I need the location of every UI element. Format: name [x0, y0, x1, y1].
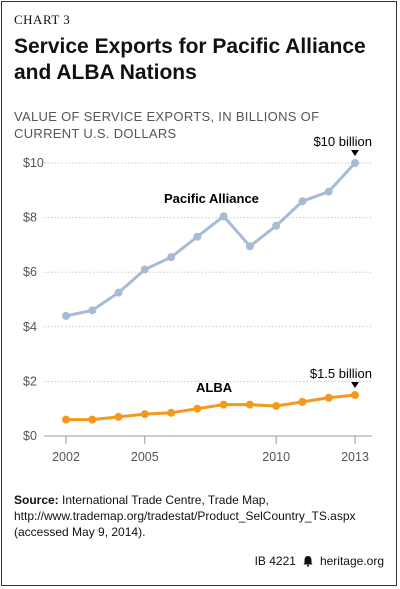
series-label-pacific-alliance: Pacific Alliance [164, 191, 259, 206]
data-point [298, 397, 307, 406]
y-tick-label: $0 [23, 429, 37, 443]
chart-title: Service Exports for Pacific Alliance and… [14, 35, 366, 84]
data-point [245, 242, 254, 251]
x-tick-label: 2013 [341, 450, 369, 464]
data-point [272, 221, 281, 230]
data-point [245, 400, 254, 409]
report-id: IB 4221 [254, 554, 296, 568]
data-point [219, 400, 228, 409]
x-tick-label: 2010 [262, 450, 290, 464]
data-point [193, 404, 202, 413]
data-point [351, 159, 359, 167]
y-tick-label: $6 [23, 265, 37, 279]
source-label: Source: [14, 493, 59, 507]
x-tick-label: 2005 [131, 450, 159, 464]
data-point [324, 187, 333, 196]
data-point [272, 401, 281, 410]
site-name: heritage.org [319, 554, 384, 568]
data-point [351, 391, 359, 400]
source-text: International Trade Centre, Trade Map, h… [14, 493, 356, 539]
data-point [114, 412, 123, 421]
liberty-bell-icon [303, 556, 313, 567]
data-point [62, 415, 70, 424]
chart-number-label: CHART 3 [14, 12, 71, 27]
data-point [62, 311, 70, 320]
series-line-1 [66, 393, 356, 422]
source-note: Source: International Trade Centre, Trad… [14, 492, 386, 540]
data-point [298, 197, 307, 206]
series-label-alba: ALBA [196, 380, 233, 395]
annotation-label-0: $10 billion [313, 134, 372, 149]
data-point [193, 232, 202, 241]
y-tick-label: $10 [23, 156, 44, 170]
chart-subtitle: VALUE OF SERVICE EXPORTS, IN BILLIONS OF… [14, 109, 320, 141]
data-point [114, 288, 123, 297]
y-tick-label: $8 [23, 211, 37, 225]
annotation-arrow [351, 150, 359, 156]
y-tick-label: $2 [23, 374, 37, 388]
data-point [324, 393, 333, 402]
data-point [140, 410, 149, 419]
footer: IB 4221 heritage.org [255, 554, 384, 568]
data-point [219, 212, 228, 221]
data-point [88, 415, 97, 424]
x-tick-label: 2002 [52, 450, 80, 464]
data-point [167, 253, 176, 262]
data-point [167, 408, 176, 417]
y-tick-label: $4 [23, 320, 37, 334]
annotation-label-1: $1.5 billion [310, 366, 372, 381]
data-point [140, 265, 149, 274]
series-line-0 [65, 161, 357, 318]
data-point [88, 306, 97, 315]
annotation-arrow [351, 382, 359, 389]
